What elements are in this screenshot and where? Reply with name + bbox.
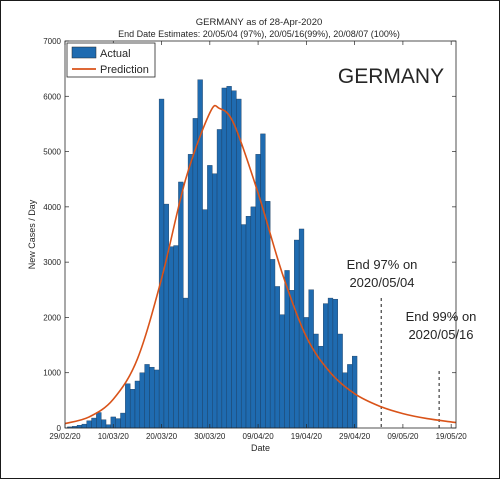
bar (212, 173, 218, 429)
end-date-annotation-line: End 99% on (406, 309, 477, 324)
y-tick-label: 2000 (43, 313, 61, 322)
bar (279, 314, 285, 429)
axes-box (64, 40, 457, 429)
end-date-annotation-line: 2020/05/04 (349, 275, 414, 290)
bar-series-actual (67, 79, 358, 429)
bar (115, 418, 121, 429)
bar (289, 290, 295, 429)
bar (144, 364, 150, 429)
bar (81, 423, 87, 429)
y-tick-label: 5000 (43, 148, 61, 157)
x-tick-label: 10/03/20 (98, 432, 130, 441)
bar (105, 424, 112, 429)
y-axis-label: New Cases / Day (27, 199, 37, 269)
chart-subtitle: End Date Estimates: 20/05/04 (97%), 20/0… (118, 29, 400, 39)
bar (149, 366, 155, 429)
legend-label-actual: Actual (100, 48, 131, 60)
bar (163, 203, 169, 429)
y-axis-ticks: 0 1000 2000 3000 4000 5000 6000 7000 (43, 37, 456, 433)
y-tick-label: 7000 (43, 37, 61, 46)
bar (260, 133, 266, 429)
bar (250, 206, 256, 429)
x-tick-label: 30/03/20 (194, 432, 226, 441)
bar (125, 383, 131, 429)
bar (342, 372, 348, 429)
bar (202, 209, 208, 429)
bar (173, 245, 179, 429)
bar (96, 412, 102, 429)
bar (86, 420, 92, 429)
bar (294, 239, 300, 429)
x-tick-label: 20/03/20 (146, 432, 178, 441)
bar (269, 259, 276, 429)
x-tick-label: 09/05/20 (387, 432, 419, 441)
bar (154, 369, 160, 429)
bar (221, 87, 227, 429)
bar (274, 286, 281, 429)
y-tick-label: 3000 (43, 258, 61, 267)
y-tick-label: 0 (57, 424, 62, 433)
legend-label-prediction: Prediction (100, 64, 149, 76)
bar (178, 181, 184, 429)
axes (64, 40, 457, 429)
country-label: GERMANY (338, 65, 444, 88)
bar (231, 90, 237, 429)
x-tick-label: 29/02/20 (49, 432, 81, 441)
bar (236, 98, 242, 429)
bar (207, 165, 213, 429)
end-date-annotation-line: End 97% on (347, 257, 418, 272)
bar (76, 425, 83, 429)
bar (129, 389, 136, 429)
bar (327, 297, 334, 429)
bar (91, 417, 97, 429)
y-tick-label: 1000 (43, 369, 61, 378)
bar (332, 298, 338, 429)
bar (245, 216, 252, 429)
legend: Actual Prediction (66, 42, 156, 78)
bar (226, 86, 232, 429)
chart-title: GERMANY as of 28-Apr-2020 (196, 17, 323, 28)
x-tick-label: 29/04/20 (339, 432, 371, 441)
y-tick-label: 4000 (43, 203, 61, 212)
end-date-annotation-line: 2020/05/16 (408, 327, 473, 342)
bar (100, 419, 107, 429)
x-tick-label: 19/04/20 (291, 432, 323, 441)
legend-swatch-actual (71, 46, 97, 59)
x-axis-label: Date (251, 443, 270, 453)
bar (347, 364, 353, 429)
x-tick-label: 09/04/20 (243, 432, 275, 441)
bar (240, 224, 247, 429)
bar (183, 297, 189, 429)
bar (139, 372, 145, 429)
bar (158, 98, 165, 429)
bar (120, 412, 126, 429)
end-date-annotations: End 97% on 2020/05/04 End 99% on 2020/05/16 (347, 257, 477, 342)
y-tick-label: 6000 (43, 92, 61, 101)
bar (313, 333, 319, 429)
bar (308, 289, 314, 429)
bar (265, 201, 271, 429)
x-tick-label: 19/05/20 (436, 432, 468, 441)
bar (192, 118, 198, 429)
bar (168, 246, 174, 429)
prediction-curve (64, 104, 457, 425)
bar (216, 129, 223, 429)
bar (134, 380, 141, 429)
bar (187, 154, 194, 429)
x-axis-ticks: 29/02/20 10/03/20 20/03/20 30/03/20 09/04/20… (49, 41, 467, 441)
